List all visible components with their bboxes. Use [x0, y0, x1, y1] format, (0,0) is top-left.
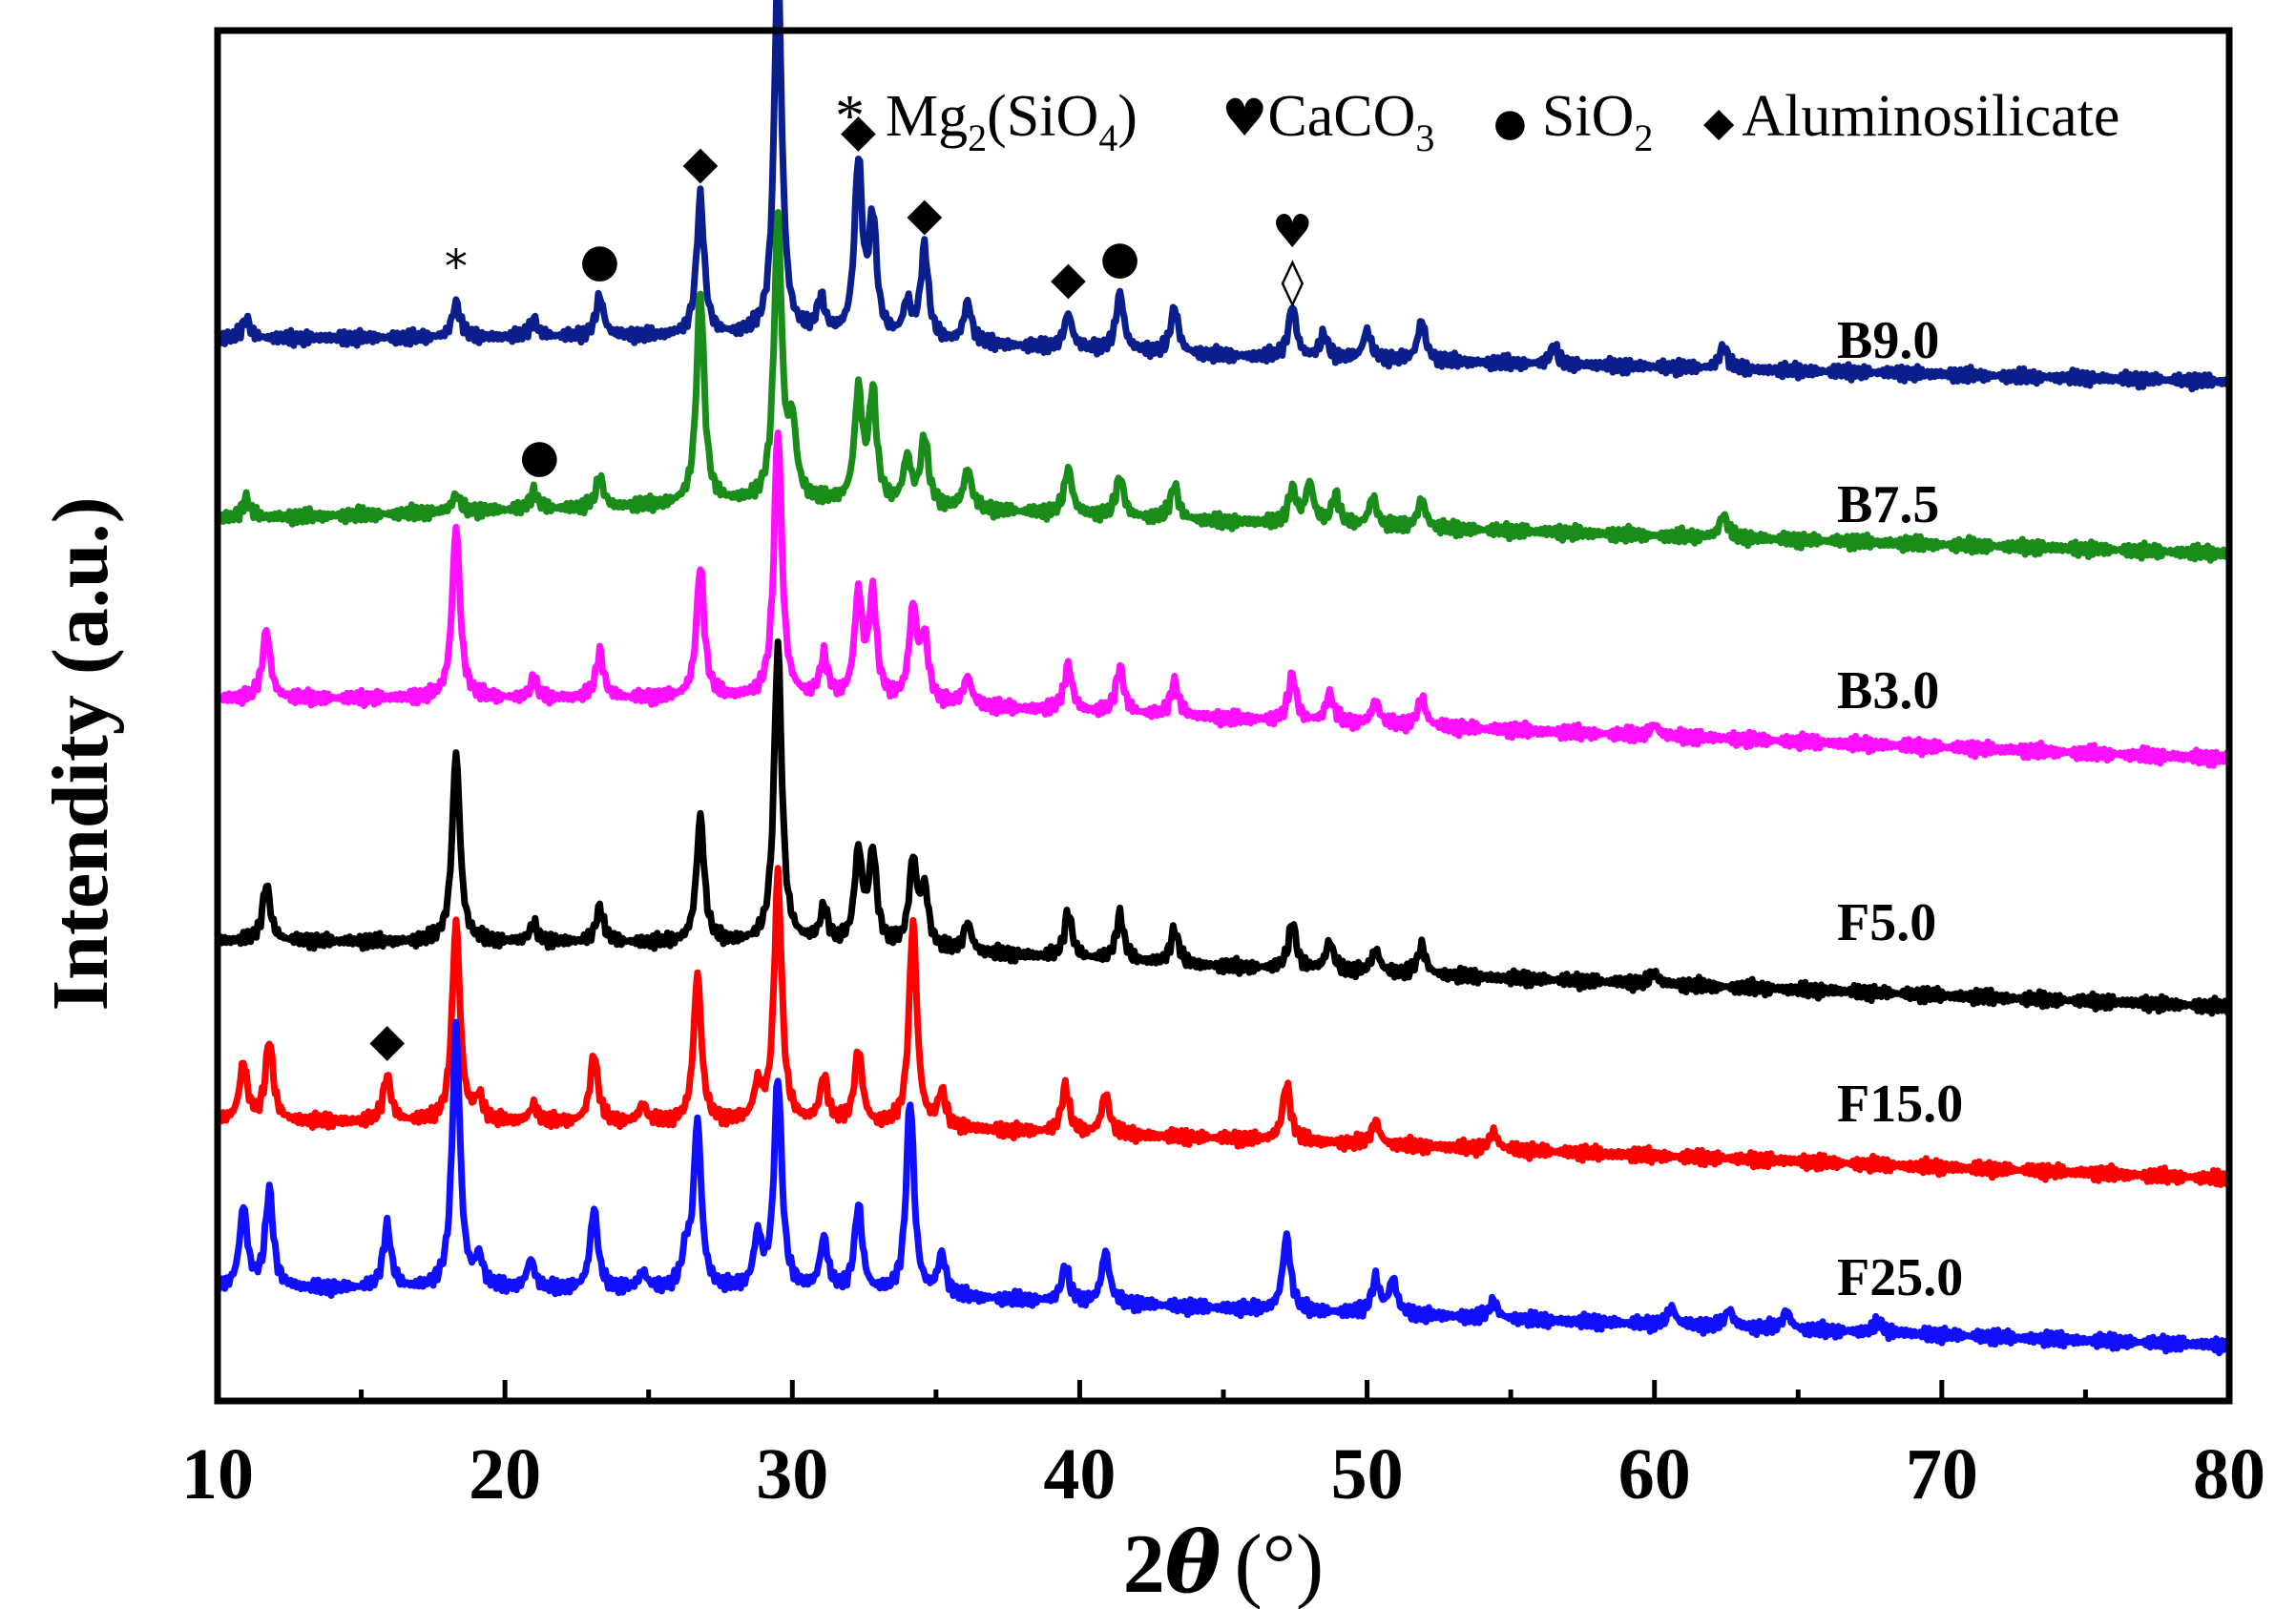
- peak-marker-0: *: [445, 240, 468, 294]
- peak-marker-8: ♥: [1272, 205, 1313, 259]
- legend-entry-sio2: ● SiO2: [1493, 84, 1653, 159]
- peak-marker-9: ◊: [1281, 255, 1304, 308]
- x-axis-label: 2θ (°): [1123, 1513, 1325, 1609]
- series-label-F15.0: F15.0: [1837, 1075, 1963, 1134]
- legend: * Mg2(SiO4) ♥CaCO3 ● SiO2 ◆ Aluminosilicate: [835, 84, 2119, 159]
- legend-symbol-dot: ●: [1493, 101, 1527, 145]
- x-tick-label-70: 70: [1906, 1434, 1978, 1515]
- x-tick-label-80: 80: [2193, 1434, 2265, 1515]
- legend-entry-mg2sio4: * Mg2(SiO4): [835, 84, 1138, 159]
- peak-marker-2: ◆: [682, 136, 718, 190]
- series-line-F15.0: [215, 865, 2231, 1188]
- x-tick-label-20: 20: [469, 1434, 541, 1515]
- series-line-F5.0: [214, 638, 2233, 1017]
- series-label-F25.0: F25.0: [1837, 1248, 1963, 1307]
- peak-marker-6: ◆: [1051, 251, 1086, 304]
- peak-marker-7: ●: [1100, 231, 1140, 284]
- series-line-B3.0: [214, 429, 2232, 769]
- x-tick-label-40: 40: [1043, 1434, 1116, 1515]
- x-tick-label-50: 50: [1331, 1434, 1404, 1515]
- series-label-B3.0: B3.0: [1837, 661, 1939, 721]
- series-line-B7.5: [215, 209, 2233, 564]
- legend-entry-aluminosilicate: ◆ Aluminosilicate: [1703, 84, 2119, 149]
- peak-marker-11: ◆: [369, 1013, 405, 1067]
- legend-symbol-diamond: ◆: [1703, 98, 1735, 145]
- series-label-F5.0: F5.0: [1837, 893, 1936, 952]
- series-line-F25.0: [214, 1018, 2233, 1357]
- series-label-layer: B9.0 B7.5 B3.0 F5.0 F15.0 F25.0: [1837, 311, 1963, 1307]
- annotation-layer: *●◆♥◆◆◆●♥◊●◆: [369, 104, 1313, 1067]
- series-label-B9.0: B9.0: [1837, 311, 1939, 370]
- x-tick-label-60: 60: [1618, 1434, 1691, 1515]
- series-label-B7.5: B7.5: [1837, 475, 1939, 534]
- series-line-B9.0: [216, 0, 2233, 393]
- y-axis-label: Intendity (a.u.): [36, 496, 125, 1011]
- x-tick-label-10: 10: [181, 1434, 254, 1515]
- x-axis-ticks: 10 20 30 40 50 60 70 80: [181, 1380, 2265, 1515]
- series-layer: [214, 0, 2233, 1357]
- legend-symbol-asterisk: *: [835, 84, 865, 149]
- peak-marker-4: ◆: [841, 104, 876, 157]
- peak-marker-10: ●: [519, 429, 559, 483]
- legend-entry-caco3: ♥CaCO3: [1221, 84, 1434, 159]
- legend-symbol-heart: ♥: [1221, 88, 1267, 148]
- x-tick-label-30: 30: [756, 1434, 828, 1515]
- peak-marker-5: ◆: [907, 187, 942, 240]
- peak-marker-1: ●: [580, 234, 620, 287]
